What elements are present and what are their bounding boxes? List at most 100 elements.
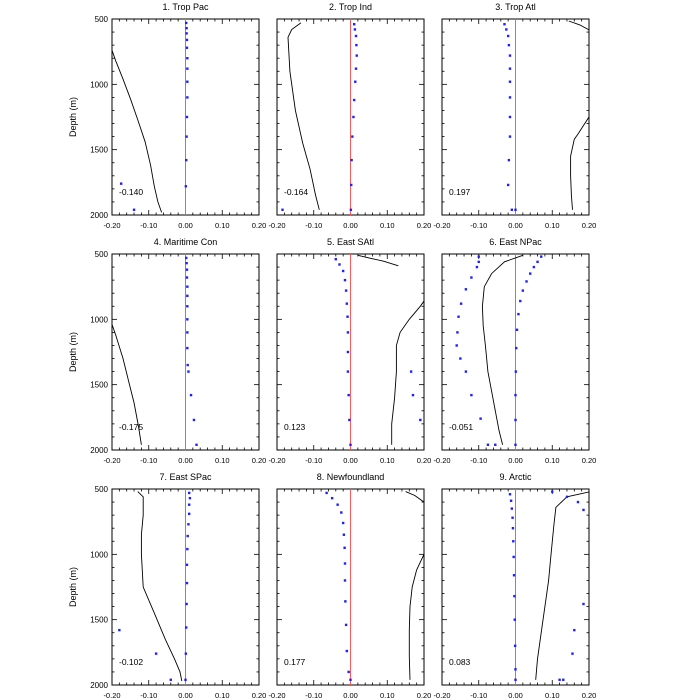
panel-6: 6. East NPac -0.20 -0.10 0.00 0.10 0.20 -0.051 bbox=[433, 237, 596, 465]
data-point bbox=[457, 315, 460, 318]
profile-line bbox=[570, 116, 589, 210]
data-point bbox=[340, 511, 343, 514]
data-point bbox=[338, 263, 341, 266]
panel-data bbox=[334, 254, 424, 446]
y-axis-label: Depth (m) bbox=[68, 567, 78, 607]
data-point bbox=[419, 418, 422, 422]
profile-line bbox=[535, 491, 589, 680]
data-point bbox=[352, 23, 356, 26]
profile-line bbox=[112, 323, 142, 445]
data-point bbox=[169, 678, 172, 681]
data-point bbox=[353, 28, 357, 31]
data-point bbox=[185, 256, 188, 260]
data-point bbox=[185, 268, 189, 271]
data-point bbox=[350, 158, 353, 162]
data-point bbox=[477, 260, 480, 264]
data-point bbox=[187, 491, 191, 495]
data-point bbox=[347, 393, 350, 397]
y-tick-label: 1000 bbox=[90, 315, 108, 324]
data-point bbox=[154, 652, 158, 655]
data-point bbox=[511, 527, 515, 530]
data-point bbox=[186, 285, 189, 288]
data-point bbox=[532, 265, 536, 269]
data-point bbox=[506, 183, 510, 187]
data-point bbox=[352, 98, 356, 102]
x-tick-label: 0.00 bbox=[178, 221, 193, 230]
data-point bbox=[513, 644, 517, 647]
x-tick-label: -0.20 bbox=[103, 221, 120, 230]
x-tick-label: 0.20 bbox=[252, 221, 267, 230]
y-axis-label: Depth (m) bbox=[68, 332, 78, 372]
data-point bbox=[187, 523, 190, 526]
data-point bbox=[342, 533, 346, 536]
x-tick-label: 0.20 bbox=[582, 221, 597, 230]
data-point bbox=[551, 490, 554, 493]
data-point bbox=[582, 602, 585, 606]
x-tick-label: 0.20 bbox=[417, 691, 432, 700]
data-point bbox=[509, 499, 513, 502]
data-point bbox=[508, 80, 512, 83]
data-point bbox=[511, 516, 514, 519]
panel-annotation: -0.175 bbox=[119, 422, 143, 432]
data-point bbox=[186, 331, 189, 334]
data-point bbox=[508, 96, 512, 99]
data-point bbox=[184, 678, 187, 681]
data-point bbox=[513, 618, 516, 621]
data-point bbox=[540, 255, 543, 258]
profile-line bbox=[137, 491, 183, 682]
data-point bbox=[345, 302, 349, 305]
y-tick-label: 500 bbox=[95, 250, 109, 259]
data-point bbox=[508, 67, 512, 70]
data-point bbox=[184, 652, 188, 655]
data-point bbox=[185, 38, 189, 42]
data-point bbox=[343, 579, 347, 582]
data-point bbox=[349, 678, 352, 681]
profile-line bbox=[112, 48, 163, 213]
data-point bbox=[536, 260, 539, 264]
data-point bbox=[354, 67, 358, 70]
panel-title: 8. Newfoundland bbox=[317, 472, 385, 482]
x-tick-label: 0.10 bbox=[215, 691, 230, 700]
data-point bbox=[517, 312, 520, 316]
panel-title: 5. East SAtl bbox=[327, 237, 374, 247]
data-point bbox=[185, 32, 188, 35]
profile-line bbox=[357, 254, 399, 267]
data-point bbox=[513, 594, 516, 598]
data-point bbox=[119, 182, 123, 185]
data-point bbox=[185, 276, 189, 279]
data-point bbox=[343, 546, 346, 549]
x-tick-label: -0.10 bbox=[305, 221, 322, 230]
profile-line bbox=[391, 261, 424, 445]
data-point bbox=[346, 331, 350, 334]
data-point bbox=[186, 346, 189, 350]
data-point bbox=[336, 503, 339, 506]
x-tick-label: -0.20 bbox=[433, 691, 450, 700]
data-point bbox=[354, 80, 357, 83]
panel-annotation: -0.102 bbox=[119, 657, 143, 667]
data-point bbox=[411, 393, 415, 397]
x-tick-label: 0.20 bbox=[582, 456, 597, 465]
data-point bbox=[582, 508, 585, 512]
x-tick-label: -0.20 bbox=[103, 691, 120, 700]
data-point bbox=[186, 318, 189, 321]
panel-3: 3. Trop Atl -0.20 -0.10 0.00 0.10 0.20 0.197 bbox=[433, 2, 597, 230]
data-point bbox=[477, 255, 480, 258]
panel-2: 2. Trop Ind -0.20 -0.10 0.00 0.10 0.20 -0.164 bbox=[268, 2, 431, 230]
data-point bbox=[185, 581, 189, 585]
data-point bbox=[344, 289, 348, 292]
data-point bbox=[455, 344, 458, 347]
panel-annotation: -0.051 bbox=[449, 422, 473, 432]
data-point bbox=[344, 623, 348, 627]
data-point bbox=[186, 294, 189, 298]
data-point bbox=[409, 370, 413, 373]
x-tick-label: 0.10 bbox=[380, 691, 395, 700]
data-point bbox=[514, 393, 517, 397]
panel-annotation: 0.083 bbox=[449, 657, 471, 667]
profile-line bbox=[405, 491, 424, 503]
x-tick-label: 0.00 bbox=[343, 691, 358, 700]
data-point bbox=[186, 534, 189, 538]
data-point bbox=[341, 269, 345, 273]
x-tick-label: 0.20 bbox=[417, 221, 432, 230]
data-point bbox=[346, 315, 349, 318]
data-point bbox=[351, 135, 354, 138]
